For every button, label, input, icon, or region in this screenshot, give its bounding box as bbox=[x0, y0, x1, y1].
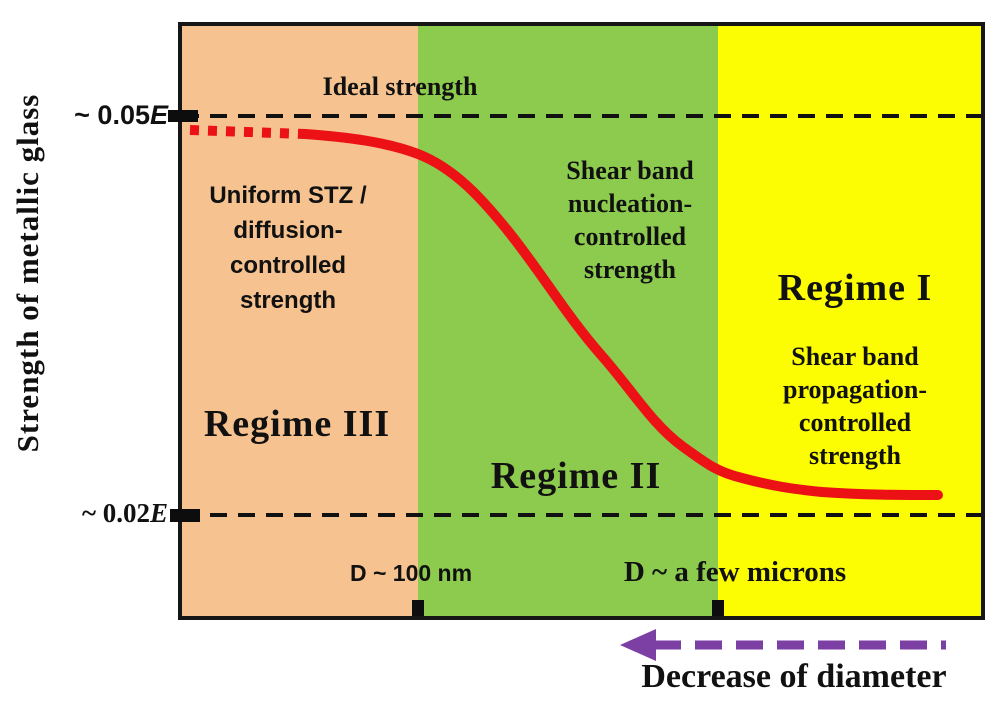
regime-1-mechanism-label: Shear band propagation- controlled stren… bbox=[783, 342, 927, 470]
plot-area: Ideal strength Uniform STZ / diffusion- … bbox=[168, 22, 985, 620]
y-tick-symbol: E bbox=[149, 100, 168, 130]
y-tick-symbol: E bbox=[149, 498, 168, 528]
y-tick-mark-0.05E bbox=[168, 110, 198, 122]
decrease-of-diameter-arrow-icon bbox=[620, 629, 946, 661]
x-tick-mark-few-microns bbox=[712, 600, 724, 616]
regime-3-region bbox=[182, 26, 418, 616]
y-tick-label-0.02E: ~ 0.02E bbox=[18, 498, 168, 528]
regime-2-title: Regime II bbox=[490, 455, 662, 497]
y-tick-label-0.05E: ~ 0.05E bbox=[18, 100, 168, 130]
decrease-of-diameter-label: Decrease of diameter bbox=[641, 658, 947, 695]
y-tick-mark-0.02E bbox=[170, 509, 200, 522]
regime-3-mechanism-label: Uniform STZ / diffusion- controlled stre… bbox=[209, 182, 367, 314]
strength-curve-plot bbox=[182, 114, 981, 517]
y-tick-value: ~ 0.05 bbox=[74, 100, 150, 130]
ideal-strength-label: Ideal strength bbox=[322, 72, 478, 101]
y-tick-value: ~ 0.02 bbox=[81, 498, 150, 528]
strength-curve-solid-segment bbox=[300, 129, 943, 500]
regime-1-region bbox=[718, 26, 981, 616]
regime-1-title: Regime I bbox=[777, 267, 933, 309]
x-marker-100nm-label: D ~ 100 nm bbox=[349, 560, 473, 586]
strength-curve-dotted-segment bbox=[189, 125, 306, 139]
y-axis-title: Strength of metallic glass bbox=[10, 93, 45, 453]
regime-2-mechanism-label: Shear band nucleation- controlled streng… bbox=[566, 156, 694, 284]
regime-3-title: Regime III bbox=[203, 403, 391, 445]
x-marker-few-microns-label: D ~ a few microns bbox=[623, 556, 847, 588]
x-tick-mark-100nm bbox=[412, 600, 424, 616]
